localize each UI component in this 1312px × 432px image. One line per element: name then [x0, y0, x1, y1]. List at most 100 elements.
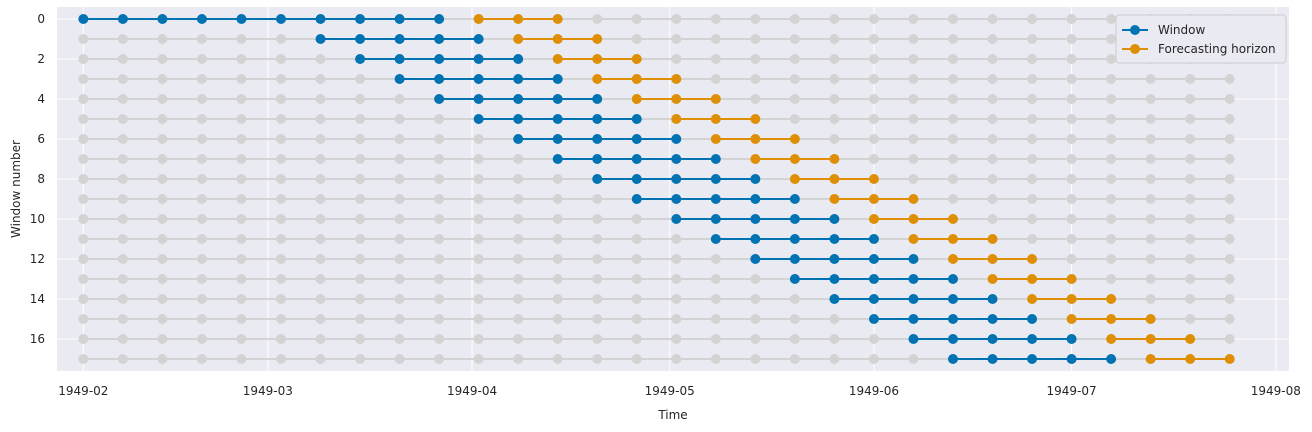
inactive-point — [473, 154, 484, 164]
window-point — [908, 254, 919, 264]
x-tick-label: 1949-07 — [1047, 384, 1097, 398]
inactive-point — [1145, 214, 1156, 224]
window-point — [829, 234, 840, 244]
inactive-point — [78, 34, 89, 44]
window-point — [394, 74, 405, 84]
window-point — [473, 54, 484, 64]
inactive-point — [513, 294, 524, 304]
inactive-point — [355, 114, 366, 124]
inactive-point — [236, 114, 247, 124]
inactive-point — [1027, 154, 1038, 164]
window-point — [829, 294, 840, 304]
horizon-point — [1027, 294, 1038, 304]
inactive-point — [750, 334, 761, 344]
inactive-point — [868, 34, 879, 44]
inactive-point — [987, 194, 998, 204]
inactive-point — [117, 54, 128, 64]
inactive-point — [1145, 274, 1156, 284]
inactive-point — [948, 194, 958, 204]
inactive-point — [868, 54, 879, 64]
window-point — [631, 154, 642, 164]
horizon-point — [829, 194, 840, 204]
inactive-point — [315, 154, 326, 164]
inactive-point — [1145, 74, 1156, 84]
inactive-point — [1106, 94, 1117, 104]
window-point — [948, 354, 958, 364]
inactive-point — [117, 214, 128, 224]
inactive-point — [592, 214, 603, 224]
inactive-point — [1185, 134, 1196, 144]
window-row — [78, 354, 1235, 364]
inactive-point — [1224, 254, 1235, 264]
inactive-point — [552, 314, 563, 324]
inactive-point — [276, 254, 286, 264]
inactive-point — [987, 74, 998, 84]
inactive-point — [631, 234, 642, 244]
inactive-point — [117, 94, 128, 104]
inactive-point — [394, 154, 405, 164]
window-point — [394, 54, 405, 64]
inactive-point — [868, 94, 879, 104]
inactive-point — [117, 34, 128, 44]
window-point — [750, 194, 761, 204]
inactive-point — [1185, 214, 1196, 224]
inactive-point — [434, 334, 445, 344]
inactive-point — [315, 354, 326, 364]
inactive-point — [473, 254, 484, 264]
inactive-point — [117, 294, 128, 304]
inactive-point — [1027, 214, 1038, 224]
window-point — [473, 74, 484, 84]
window-point — [513, 74, 524, 84]
inactive-point — [671, 234, 682, 244]
inactive-point — [236, 194, 247, 204]
horizon-point — [868, 174, 879, 184]
inactive-point — [196, 314, 207, 324]
inactive-point — [276, 114, 286, 124]
inactive-point — [434, 354, 445, 364]
window-point — [987, 314, 998, 324]
inactive-point — [1066, 114, 1077, 124]
inactive-point — [276, 174, 286, 184]
inactive-point — [631, 294, 642, 304]
horizon-point — [1106, 294, 1117, 304]
inactive-point — [908, 154, 919, 164]
window-point — [1066, 334, 1077, 344]
window-point — [592, 174, 603, 184]
inactive-point — [473, 294, 484, 304]
inactive-point — [1224, 174, 1235, 184]
inactive-point — [987, 54, 998, 64]
inactive-point — [236, 134, 247, 144]
inactive-point — [1066, 234, 1077, 244]
inactive-point — [671, 274, 682, 284]
horizon-point — [1145, 314, 1156, 324]
window-point — [948, 294, 958, 304]
inactive-point — [710, 334, 721, 344]
inactive-point — [276, 334, 286, 344]
inactive-point — [1027, 34, 1038, 44]
inactive-point — [1224, 294, 1235, 304]
inactive-point — [276, 154, 286, 164]
inactive-point — [750, 354, 761, 364]
inactive-point — [868, 154, 879, 164]
inactive-point — [513, 334, 524, 344]
horizon-point — [987, 254, 998, 264]
inactive-point — [552, 274, 563, 284]
window-point — [157, 14, 168, 24]
inactive-point — [157, 334, 168, 344]
inactive-point — [631, 14, 642, 24]
window-point — [868, 294, 879, 304]
inactive-point — [552, 194, 563, 204]
inactive-point — [908, 174, 919, 184]
window-point — [789, 234, 800, 244]
inactive-point — [750, 94, 761, 104]
inactive-point — [513, 154, 524, 164]
inactive-point — [1185, 234, 1196, 244]
inactive-point — [631, 254, 642, 264]
window-point — [710, 194, 721, 204]
inactive-point — [157, 214, 168, 224]
window-point — [750, 254, 761, 264]
inactive-point — [315, 294, 326, 304]
window-point — [631, 114, 642, 124]
inactive-point — [908, 54, 919, 64]
inactive-point — [829, 334, 840, 344]
